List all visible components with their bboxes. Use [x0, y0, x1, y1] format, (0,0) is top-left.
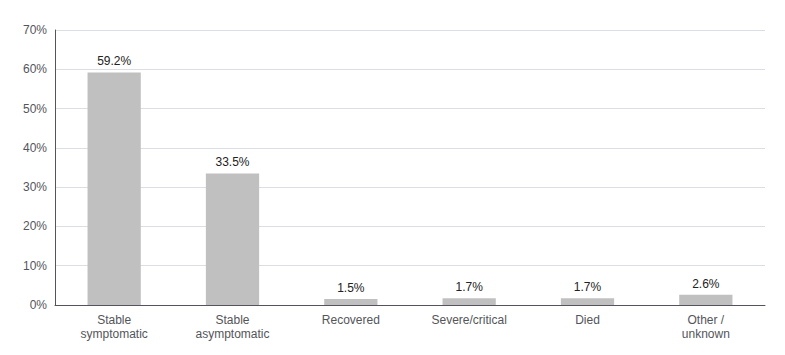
- svg-text:Other /: Other /: [687, 313, 724, 327]
- svg-text:asymptomatic: asymptomatic: [195, 327, 269, 341]
- svg-text:33.5%: 33.5%: [215, 155, 249, 169]
- svg-text:10%: 10%: [23, 259, 47, 273]
- svg-text:70%: 70%: [23, 23, 47, 37]
- svg-text:60%: 60%: [23, 62, 47, 76]
- svg-text:1.5%: 1.5%: [337, 281, 365, 295]
- svg-text:Died: Died: [575, 313, 600, 327]
- svg-text:1.7%: 1.7%: [574, 280, 602, 294]
- svg-text:Stable: Stable: [215, 313, 249, 327]
- svg-text:59.2%: 59.2%: [97, 54, 131, 68]
- svg-text:unknown: unknown: [682, 327, 730, 341]
- svg-text:30%: 30%: [23, 180, 47, 194]
- svg-text:Recovered: Recovered: [322, 313, 380, 327]
- svg-text:20%: 20%: [23, 219, 47, 233]
- svg-text:40%: 40%: [23, 141, 47, 155]
- svg-text:2.6%: 2.6%: [692, 277, 720, 291]
- svg-text:symptomatic: symptomatic: [80, 327, 147, 341]
- svg-text:50%: 50%: [23, 102, 47, 116]
- svg-text:0%: 0%: [30, 298, 48, 312]
- svg-text:1.7%: 1.7%: [455, 280, 483, 294]
- svg-text:Severe/critical: Severe/critical: [431, 313, 506, 327]
- svg-text:Stable: Stable: [97, 313, 131, 327]
